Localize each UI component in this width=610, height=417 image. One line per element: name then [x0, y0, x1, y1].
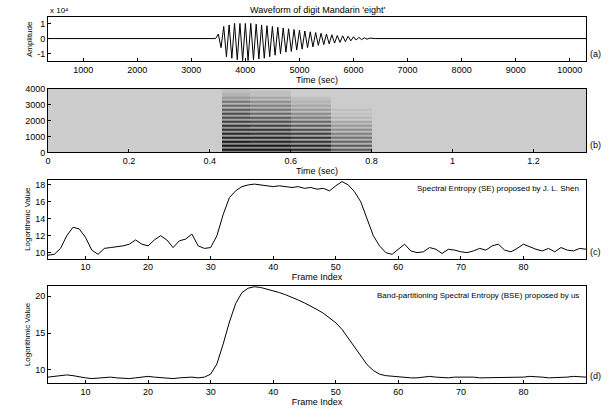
svg-text:2000: 2000 [127, 65, 147, 75]
svg-text:(a): (a) [590, 49, 601, 59]
svg-text:(d): (d) [590, 371, 601, 381]
svg-text:8000: 8000 [452, 65, 472, 75]
svg-text:3000: 3000 [181, 65, 201, 75]
svg-text:40: 40 [268, 262, 278, 272]
svg-text:18: 18 [35, 180, 45, 190]
svg-text:Logorithmic Value: Logorithmic Value [23, 187, 32, 251]
svg-text:Band-partitioning Spectral Ent: Band-partitioning Spectral Entropy (BSE)… [377, 291, 579, 300]
svg-text:Time (sec): Time (sec) [296, 75, 338, 85]
svg-text:6000: 6000 [343, 65, 363, 75]
svg-text:30: 30 [206, 262, 216, 272]
svg-text:40: 40 [268, 387, 278, 397]
svg-text:16: 16 [35, 197, 45, 207]
svg-text:14: 14 [35, 214, 45, 224]
svg-text:0: 0 [40, 34, 45, 44]
svg-text:80: 80 [518, 262, 528, 272]
svg-text:Waveform of digit Mandarin 'ei: Waveform of digit Mandarin 'eight' [250, 5, 385, 15]
svg-text:4000: 4000 [235, 65, 255, 75]
svg-text:10: 10 [81, 262, 91, 272]
svg-text:1: 1 [40, 19, 45, 29]
svg-text:1: 1 [450, 156, 455, 166]
svg-text:20: 20 [143, 262, 153, 272]
svg-text:1000: 1000 [73, 65, 93, 75]
svg-text:10: 10 [81, 387, 91, 397]
svg-text:80: 80 [518, 387, 528, 397]
svg-text:Spectral Entropy (SE) proposed: Spectral Entropy (SE) proposed by J. L. … [417, 184, 579, 193]
svg-text:Frame Index: Frame Index [292, 272, 343, 282]
svg-text:50: 50 [331, 387, 341, 397]
svg-text:70: 70 [456, 262, 466, 272]
svg-text:20: 20 [143, 387, 153, 397]
svg-text:20: 20 [35, 291, 45, 301]
svg-text:0.2: 0.2 [123, 156, 136, 166]
svg-text:0.4: 0.4 [204, 156, 217, 166]
svg-text:12: 12 [35, 231, 45, 241]
svg-text:50: 50 [331, 262, 341, 272]
svg-text:(c): (c) [590, 247, 601, 257]
svg-text:30: 30 [206, 387, 216, 397]
svg-text:60: 60 [393, 262, 403, 272]
svg-text:Logorithmic Value: Logorithmic Value [23, 302, 32, 366]
svg-text:4000: 4000 [25, 84, 45, 94]
svg-text:15: 15 [35, 328, 45, 338]
svg-text:0.6: 0.6 [284, 156, 297, 166]
svg-text:10000: 10000 [557, 65, 582, 75]
svg-text:(b): (b) [590, 140, 601, 150]
svg-text:0: 0 [40, 148, 45, 158]
svg-text:9000: 9000 [506, 65, 526, 75]
svg-text:Frame Index: Frame Index [292, 397, 343, 407]
svg-text:1.2: 1.2 [527, 156, 540, 166]
svg-text:x 10⁴: x 10⁴ [50, 6, 69, 15]
svg-text:5000: 5000 [289, 65, 309, 75]
svg-text:-1: -1 [37, 49, 45, 59]
svg-text:Time (sec): Time (sec) [296, 166, 338, 176]
svg-text:0.8: 0.8 [365, 156, 378, 166]
svg-text:7000: 7000 [398, 65, 418, 75]
svg-text:10: 10 [35, 365, 45, 375]
svg-text:2000: 2000 [25, 116, 45, 126]
svg-text:3000: 3000 [25, 100, 45, 110]
svg-text:0: 0 [45, 156, 50, 166]
svg-text:Amplitude: Amplitude [25, 21, 34, 57]
svg-text:60: 60 [393, 387, 403, 397]
svg-text:70: 70 [456, 387, 466, 397]
svg-text:10: 10 [35, 248, 45, 258]
svg-text:1000: 1000 [25, 132, 45, 142]
